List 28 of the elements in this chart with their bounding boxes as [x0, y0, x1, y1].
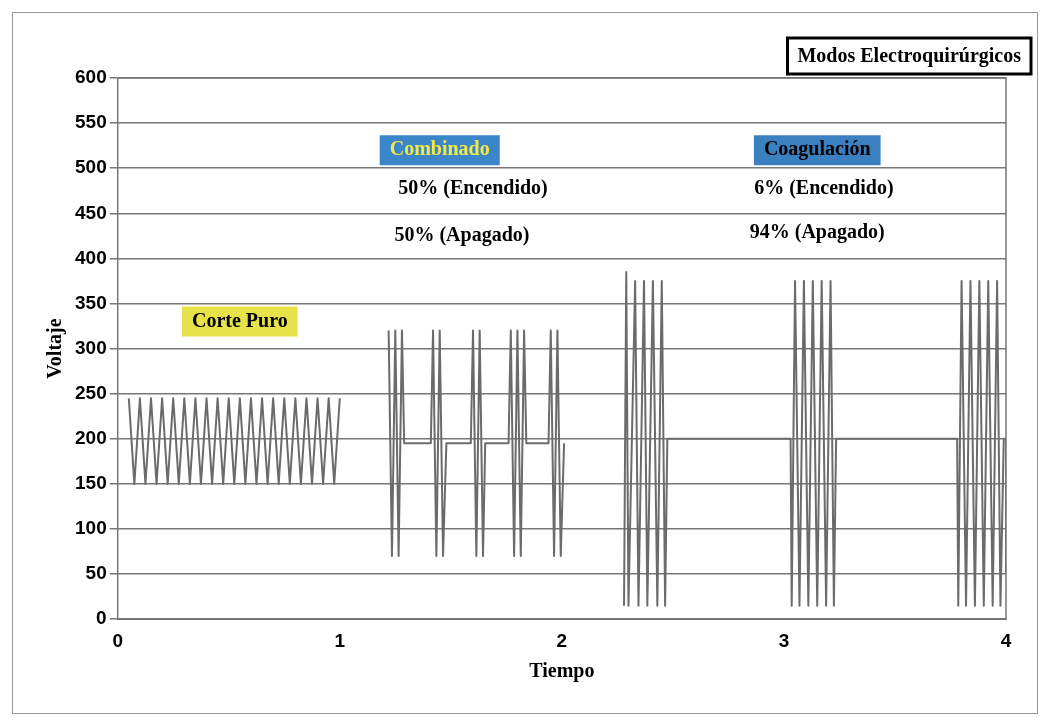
annotation: 6% (Encendido): [754, 176, 894, 200]
annotation: Combinado: [389, 137, 490, 160]
annotation: 50% (Apagado): [394, 223, 530, 247]
y-tick-label: 500: [75, 156, 107, 178]
y-tick-label: 0: [96, 607, 107, 629]
x-axis-title: Tiempo: [529, 659, 595, 683]
y-tick-label: 350: [75, 291, 107, 313]
y-tick-label: 600: [75, 66, 107, 88]
x-tick-label: 0: [112, 629, 123, 651]
annotation: Coagulación: [763, 137, 871, 161]
y-tick-label: 550: [75, 111, 107, 133]
y-tick-label: 450: [75, 201, 107, 223]
y-tick-label: 200: [75, 427, 107, 449]
annotation: 94% (Apagado): [749, 220, 885, 244]
x-tick-label: 2: [556, 629, 568, 651]
annotation: Corte Puro: [191, 308, 288, 331]
y-tick-label: 50: [85, 562, 107, 584]
y-tick-label: 300: [75, 336, 107, 358]
y-tick-label: 150: [75, 472, 107, 494]
chart-title: Modos Electroquirúrgicos: [797, 44, 1022, 68]
x-tick-label: 4: [1000, 629, 1012, 651]
x-tick-label: 3: [778, 629, 790, 651]
y-tick-label: 250: [75, 381, 107, 403]
y-axis-title: Voltaje: [43, 318, 67, 379]
y-tick-label: 100: [75, 517, 107, 539]
annotation: 50% (Encendido): [398, 176, 548, 200]
x-tick-label: 1: [334, 629, 346, 651]
y-tick-label: 400: [75, 246, 107, 268]
